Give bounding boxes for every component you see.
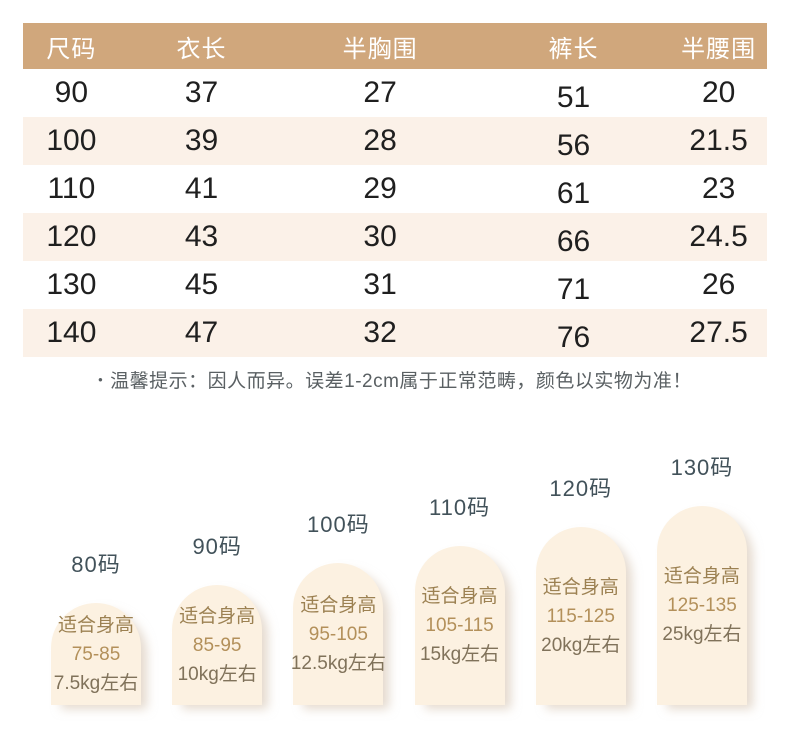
bullet-icon: • <box>98 372 104 387</box>
cell-半胸围-90: 27 <box>363 76 397 109</box>
size-bar: 适合身高 75-85 7.5kg左右 <box>51 603 141 705</box>
notice-text: 温馨提示：因人而异。误差1-2cm属于正常范畴，颜色以实物为准！ <box>110 371 692 392</box>
cell-衣长-120: 43 <box>184 220 219 253</box>
table-row-size-120: 120 43 30 66 24.5 <box>23 213 767 261</box>
column-header-5: 半腰围 <box>681 35 757 63</box>
weight-reference: 7.5kg左右 <box>53 672 139 694</box>
fit-height-title: 适合身高 <box>421 586 498 607</box>
size-label: 130码 <box>670 455 734 480</box>
fit-height-title: 适合身高 <box>57 614 134 636</box>
size-guide-column-110码: 110码适合身高 105-115 15kg左右 <box>414 490 505 705</box>
size-guide-column-90码: 90码适合身高 85-95 10kg左右 <box>172 529 263 705</box>
table-row-size-90: 90 37 27 51 20 <box>23 69 767 117</box>
cell-衣长-130: 45 <box>184 268 219 301</box>
cell-尺码-120: 120 <box>46 220 97 253</box>
fit-height-title: 适合身高 <box>663 566 740 587</box>
table-row-size-100: 100 39 28 56 21.5 <box>23 117 767 165</box>
cell-半腰围-120: 24.5 <box>689 220 748 253</box>
cell-尺码-110: 110 <box>47 172 96 205</box>
cell-半腰围-110: 23 <box>701 172 736 205</box>
size-height-guide: 80码适合身高 75-85 7.5kg左右 90码适合身高 85-95 10kg左右 100… <box>0 445 790 705</box>
height-range: 75-85 <box>71 643 121 665</box>
size-label: 110码 <box>429 495 491 520</box>
size-bar: 适合身高 115-125 20kg左右 <box>535 527 626 705</box>
size-guide-column-80码: 80码适合身高 75-85 7.5kg左右 <box>51 547 141 705</box>
size-bar: 适合身高 125-135 25kg左右 <box>656 506 747 705</box>
fit-height-title: 适合身高 <box>542 576 619 598</box>
weight-reference: 20kg左右 <box>541 634 621 656</box>
cell-裤长-110: 61 <box>556 177 591 210</box>
size-table: 尺码 衣长 半胸围 裤长 半腰围 90 37 27 51 20 100 39 28 56 21.5 110 4… <box>23 23 767 357</box>
column-header-3: 半胸围 <box>342 35 418 63</box>
table-row-size-130: 130 45 31 71 26 <box>23 261 767 309</box>
fit-height-title: 适合身高 <box>179 605 256 627</box>
column-header-2: 衣长 <box>176 35 227 63</box>
size-table-header-row: 尺码 衣长 半胸围 裤长 半腰围 <box>23 23 767 69</box>
size-label: 100码 <box>307 512 370 537</box>
cell-尺码-90: 90 <box>54 76 89 109</box>
cell-半胸围-140: 32 <box>363 316 397 349</box>
cell-衣长-110: 41 <box>184 172 219 205</box>
size-label: 120码 <box>549 476 613 501</box>
cell-衣长-90: 37 <box>184 76 219 109</box>
cell-尺码-100: 100 <box>46 124 97 157</box>
height-range: 125-135 <box>667 595 737 616</box>
weight-reference: 10kg左右 <box>177 663 257 685</box>
size-guide-column-100码: 100码适合身高 95-105 12.5kg左右 <box>290 507 386 705</box>
cell-半胸围-130: 31 <box>363 268 397 301</box>
cell-半腰围-100: 21.5 <box>689 124 748 157</box>
table-row-size-140: 140 47 32 76 27.5 <box>23 309 767 357</box>
height-range: 95-105 <box>308 623 368 645</box>
size-table-body: 90 37 27 51 20 100 39 28 56 21.5 110 41 29 61 23 120 43 3… <box>23 69 767 357</box>
cell-裤长-100: 56 <box>556 129 591 162</box>
size-guide-column-130码: 130码适合身高 125-135 25kg左右 <box>656 450 747 705</box>
table-row-size-110: 110 41 29 61 23 <box>23 165 767 213</box>
cell-尺码-140: 140 <box>46 316 97 349</box>
height-range: 85-95 <box>192 634 242 656</box>
weight-reference: 15kg左右 <box>419 644 500 665</box>
cell-裤长-90: 51 <box>556 81 591 114</box>
column-header-1: 尺码 <box>46 35 97 63</box>
cell-衣长-100: 39 <box>184 124 219 157</box>
size-guide-column-120码: 120码适合身高 115-125 20kg左右 <box>535 471 626 705</box>
cell-半腰围-140: 27.5 <box>689 316 748 349</box>
cell-衣长-140: 47 <box>184 316 219 349</box>
size-label: 90码 <box>192 534 242 559</box>
cell-半胸围-120: 30 <box>363 220 397 253</box>
fit-height-title: 适合身高 <box>300 594 377 616</box>
weight-reference: 25kg左右 <box>662 624 742 645</box>
weight-reference: 12.5kg左右 <box>290 652 386 674</box>
cell-半腰围-130: 26 <box>701 268 736 301</box>
cell-尺码-130: 130 <box>46 268 97 301</box>
size-label: 80码 <box>71 552 121 577</box>
height-range: 115-125 <box>546 605 615 627</box>
size-bar: 适合身高 105-115 15kg左右 <box>414 546 505 705</box>
cell-裤长-120: 66 <box>556 225 591 258</box>
cell-裤长-130: 71 <box>556 273 591 306</box>
cell-半腰围-90: 20 <box>701 76 736 109</box>
cell-裤长-140: 76 <box>556 321 591 354</box>
cell-半胸围-110: 29 <box>363 172 397 205</box>
height-range: 105-115 <box>425 615 494 636</box>
cell-半胸围-100: 28 <box>363 124 397 157</box>
size-bar: 适合身高 85-95 10kg左右 <box>172 585 263 705</box>
notice: • 温馨提示：因人而异。误差1-2cm属于正常范畴，颜色以实物为准！ <box>0 366 790 393</box>
column-header-4: 裤长 <box>548 35 599 63</box>
size-bar: 适合身高 95-105 12.5kg左右 <box>290 563 386 705</box>
